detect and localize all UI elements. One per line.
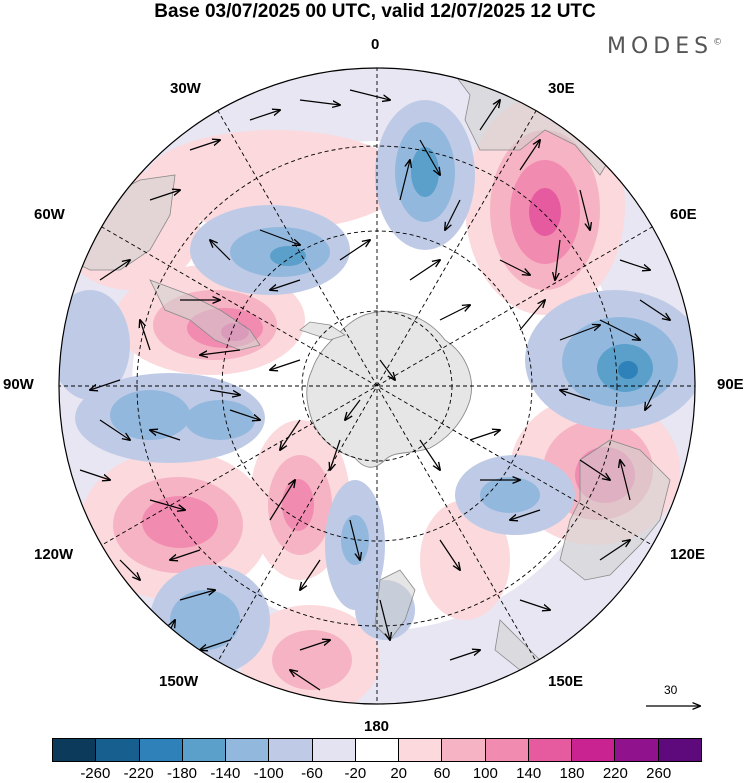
colorbar-tick-label: 180 — [559, 765, 585, 782]
graticule — [59, 68, 695, 704]
colorbar-swatch — [268, 739, 312, 761]
lon-label-150e: 150E — [548, 673, 584, 690]
lon-label-120e: 120E — [670, 546, 706, 563]
colorbar-tick-label: 100 — [472, 765, 498, 782]
lon-label-90e: 90E — [717, 376, 744, 393]
colorbar-swatch — [398, 739, 442, 761]
colorbar-swatch — [441, 739, 485, 761]
wind-vectors — [79, 89, 670, 691]
colorbar-swatch — [657, 739, 701, 761]
colorbar-swatch — [571, 739, 615, 761]
antarctica-landmass — [306, 310, 472, 468]
lon-label-60w: 60W — [34, 206, 65, 223]
map-border — [58, 67, 696, 705]
brand-text: MODES — [607, 34, 714, 59]
colorbar-tick-label: 20 — [390, 765, 407, 782]
lon-label-180: 180 — [364, 718, 390, 735]
colorbar-swatch — [527, 739, 572, 761]
colorbar-tick-label: 60 — [433, 765, 451, 782]
lon-label-60e: 60E — [670, 206, 697, 223]
colorbar-swatch — [53, 739, 96, 761]
anomaly-field — [59, 68, 695, 704]
colorbar-tick-label: -220 — [123, 765, 154, 782]
colorbar-swatch — [311, 739, 355, 761]
lon-label-0: 0 — [371, 36, 380, 53]
brand-logo: MODES© — [607, 34, 722, 59]
colorbar-tick-label: 140 — [516, 765, 542, 782]
lon-label-30e: 30E — [548, 80, 575, 97]
colorbar-swatch — [354, 739, 399, 761]
colorbar-tick-label: -60 — [301, 765, 323, 782]
colorbar-tick-label: -260 — [80, 765, 111, 782]
colorbar-tick-label: 260 — [646, 765, 672, 782]
colorbar-swatch — [181, 739, 226, 761]
colorbar-tick-label: -100 — [253, 765, 284, 782]
lon-label-150w: 150W — [159, 673, 199, 690]
colorbar-swatch — [225, 739, 269, 761]
colorbar-swatch — [484, 739, 528, 761]
colorbar-tick-label: -180 — [166, 765, 198, 782]
colorbar-swatch — [95, 739, 139, 761]
lon-label-90w: 90W — [3, 376, 34, 393]
lon-label-120w: 120W — [34, 546, 74, 563]
copyright-mark: © — [713, 37, 723, 48]
colorbar-swatch — [138, 739, 182, 761]
colorbar-tick-label: 220 — [602, 765, 628, 782]
reference-vector-label: 30 — [664, 683, 678, 697]
colorbar — [52, 738, 702, 762]
colorbar-swatch — [614, 739, 658, 761]
lon-label-30w: 30W — [170, 80, 201, 97]
colorbar-tick-label: -20 — [344, 765, 367, 782]
map-title: Base 03/07/2025 00 UTC, valid 12/07/2025… — [154, 1, 596, 22]
colorbar-tick-label: -140 — [210, 765, 241, 782]
